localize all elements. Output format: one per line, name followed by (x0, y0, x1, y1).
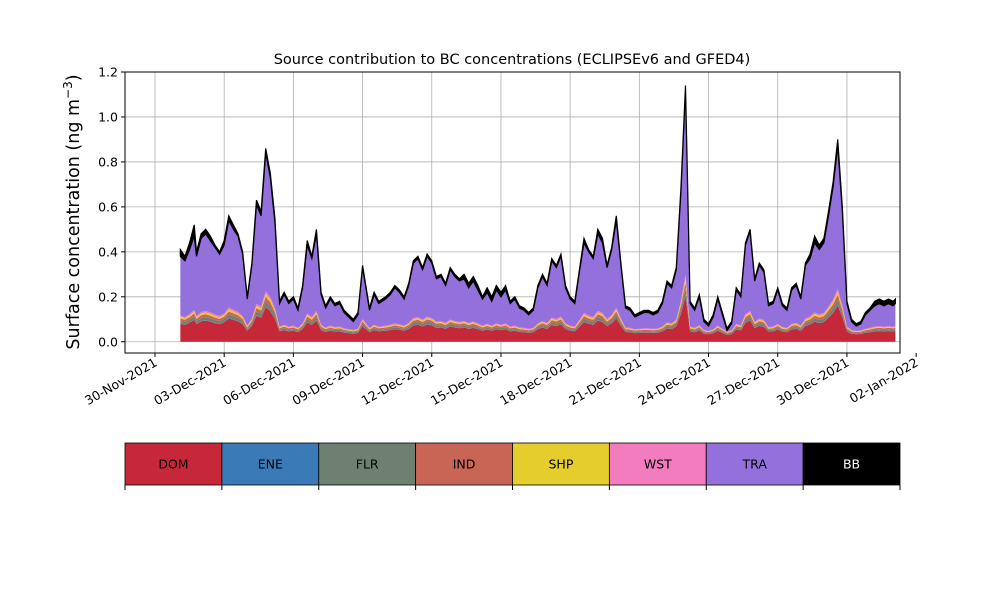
legend-label-shp: SHP (549, 457, 574, 472)
legend-label-dom: DOM (158, 457, 188, 472)
y-axis-label-main: Surface concentration (ng m (64, 99, 84, 350)
legend-label-ene: ENE (258, 457, 283, 472)
legend-swatch-shp (512, 442, 610, 486)
legend-swatch-flr (318, 442, 417, 486)
legend-label-flr: FLR (356, 457, 379, 472)
x-tick-label: 21-Dec-2021 (566, 355, 644, 408)
legend-label-wst: WST (644, 457, 672, 472)
y-tick-label: 0.6 (98, 199, 118, 214)
area-layer (179, 85, 896, 342)
legend-label-tra: TRA (742, 457, 768, 472)
x-tick-label: 09-Dec-2021 (289, 355, 367, 408)
legend-swatch-ene (221, 442, 320, 486)
x-tick-label: 03-Dec-2021 (151, 355, 229, 408)
y-tick-label: 0.4 (98, 244, 118, 259)
x-tick-label: 02-Jan-2022 (847, 355, 921, 406)
y-tick-label: 1.2 (98, 65, 118, 80)
legend-swatch-tra (705, 442, 804, 486)
legend-label-bb: BB (843, 457, 860, 472)
chart-title: Source contribution to BC concentrations… (274, 52, 751, 68)
x-tick-label: 15-Dec-2021 (428, 355, 506, 408)
x-tick-label: 24-Dec-2021 (635, 355, 713, 408)
legend-swatch-bb (802, 442, 901, 486)
x-tick-label: 30-Dec-2021 (774, 355, 852, 408)
legend-label-ind: IND (453, 457, 476, 472)
y-axis-label-unit-exponent: −3 (61, 81, 75, 99)
y-axis-label: Surface concentration (ng m−3) (61, 74, 84, 349)
y-tick-label: 0.2 (98, 289, 118, 304)
y-axis-label-close: ) (64, 74, 84, 81)
x-tick-label: 18-Dec-2021 (497, 355, 575, 408)
x-tick-label: 30-Nov-2021 (82, 355, 159, 408)
x-tick-label: 06-Dec-2021 (220, 355, 298, 408)
area-series-dom (180, 295, 896, 342)
legend: DOM ENE FLR IND SHP WST TRA BB (124, 442, 901, 490)
plot-frame (124, 71, 901, 354)
y-tick-label: 0.8 (98, 154, 118, 169)
legend-swatch-dom (124, 442, 223, 486)
legend-swatch-wst (608, 442, 707, 486)
area-series-tra (180, 89, 896, 332)
y-tick-label: 0.0 (98, 334, 118, 349)
y-tick-label: 1.0 (98, 109, 118, 124)
x-tick-label: 12-Dec-2021 (359, 355, 437, 408)
x-tick-label: 27-Dec-2021 (705, 355, 783, 408)
area-series-bb (179, 85, 896, 332)
